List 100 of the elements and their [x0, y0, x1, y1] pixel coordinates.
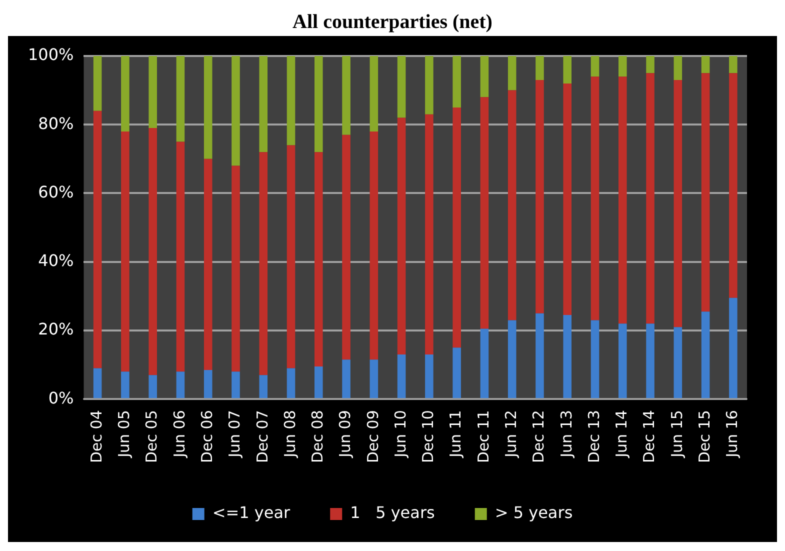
bar	[480, 97, 489, 329]
bar	[425, 114, 434, 355]
x-tick-label: Dec 04	[87, 410, 106, 464]
bar	[701, 56, 710, 74]
x-tick-label: Jun 06	[170, 410, 188, 458]
bar	[342, 134, 350, 360]
x-tick-label: Jun 16	[723, 410, 742, 458]
y-tick-label: 20%	[38, 320, 74, 339]
x-tick-label: Jun 13	[557, 410, 576, 458]
y-tick-label: 0%	[48, 388, 74, 408]
bar	[232, 372, 240, 398]
bar	[590, 56, 600, 77]
bar	[259, 152, 268, 376]
bar	[93, 110, 102, 368]
bar	[729, 56, 738, 74]
bar	[729, 298, 738, 398]
x-tick-label: Jun 15	[668, 410, 686, 458]
bar	[232, 56, 240, 166]
x-tick-label: Jun 12	[502, 410, 520, 458]
bar	[646, 324, 654, 398]
bar	[480, 328, 489, 398]
bar	[536, 313, 544, 398]
bar	[590, 76, 600, 320]
x-tick-label: Dec 07	[253, 410, 272, 464]
bar	[590, 320, 600, 398]
bar	[370, 56, 378, 132]
x-tick-label: Dec 15	[695, 410, 714, 464]
bar	[508, 320, 516, 398]
bar	[232, 166, 240, 372]
y-tick-label: 80%	[38, 114, 74, 133]
bar	[176, 56, 185, 142]
x-tick-label: Dec 08	[308, 410, 327, 464]
x-tick-label: Dec 14	[640, 410, 658, 464]
y-tick-label: 60%	[38, 182, 74, 202]
bar	[148, 56, 157, 128]
y-tick-label: 40%	[38, 251, 74, 270]
bar	[314, 56, 323, 152]
x-tick-label: Dec 09	[364, 410, 382, 464]
bar	[646, 73, 654, 324]
bar	[286, 368, 296, 398]
legend-label: 1 5 years	[350, 503, 435, 522]
bar	[701, 73, 710, 312]
x-tick-label: Jun 09	[336, 410, 354, 458]
y-tick-label: 100%	[28, 45, 74, 64]
x-tick-label: Jun 05	[115, 410, 134, 458]
bar	[342, 360, 350, 398]
x-tick-label: Jun 08	[280, 410, 299, 458]
bar	[121, 131, 130, 372]
bar	[674, 56, 682, 80]
bar	[425, 56, 434, 114]
x-tick-label: Dec 11	[474, 410, 492, 464]
bar	[646, 56, 654, 74]
bar	[370, 131, 378, 360]
bar	[93, 56, 102, 111]
bar	[674, 327, 682, 398]
bar	[618, 56, 627, 77]
bar	[397, 354, 406, 398]
bar	[536, 56, 544, 80]
x-tick-label: Jun 11	[446, 410, 465, 458]
bar	[536, 80, 544, 314]
bar	[563, 315, 572, 398]
bar	[176, 372, 185, 398]
bar	[259, 56, 268, 152]
bar	[148, 375, 157, 398]
bar	[729, 73, 738, 298]
bar	[397, 56, 406, 118]
bar	[93, 368, 102, 398]
bar	[452, 56, 461, 108]
bar	[618, 324, 627, 398]
bar	[563, 83, 572, 316]
x-tick-label: Dec 12	[530, 410, 548, 464]
x-tick-label: Jun 10	[391, 410, 410, 458]
bar	[286, 145, 296, 368]
bar	[508, 90, 516, 320]
bar	[286, 56, 296, 146]
bar	[121, 56, 130, 132]
bar	[397, 118, 406, 355]
bar	[176, 142, 185, 372]
bar	[204, 56, 212, 159]
bar	[148, 128, 157, 376]
bar	[342, 56, 350, 135]
bar	[370, 360, 378, 398]
bar	[452, 348, 461, 398]
legend-label: <=1 year	[212, 503, 291, 522]
x-tick-label: Jun 07	[226, 410, 244, 458]
bar	[701, 312, 710, 398]
chart-title: All counterparties (net)	[292, 10, 494, 35]
bar	[314, 152, 323, 367]
bar	[204, 370, 212, 398]
x-tick-label: Dec 05	[142, 410, 161, 464]
bar	[452, 107, 461, 348]
bar	[563, 56, 572, 84]
bar	[121, 372, 130, 398]
x-tick-label: Jun 14	[612, 410, 631, 458]
bar	[314, 366, 323, 398]
x-tick-label: Dec 10	[419, 410, 438, 464]
bar	[425, 354, 434, 398]
bar	[480, 56, 489, 98]
bar	[618, 76, 627, 324]
x-tick-label: Dec 06	[198, 410, 216, 464]
